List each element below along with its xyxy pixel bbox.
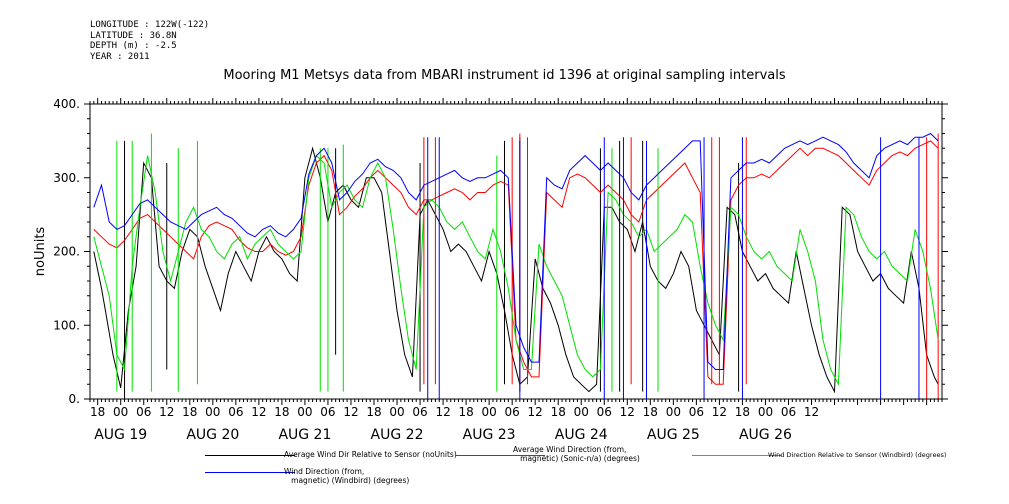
chart-title: Mooring M1 Metsys data from MBARI instru… [223, 68, 786, 83]
x-tick-label-17: 00 [481, 405, 496, 419]
x-tick-label-0: 18 [90, 405, 105, 419]
x-tick-label-12: 18 [366, 405, 381, 419]
latitude-label: LATITUDE : 36.8N [90, 30, 177, 41]
day-label-4: AUG 23 [463, 427, 516, 443]
legend-swatch-3 [205, 472, 295, 473]
x-tick-label-10: 06 [320, 405, 335, 419]
x-tick-label-14: 06 [412, 405, 427, 419]
x-tick-label-4: 18 [182, 405, 197, 419]
x-tick-label-30: 06 [781, 405, 796, 419]
x-tick-label-9: 00 [297, 405, 312, 419]
x-tick-label-2: 06 [136, 405, 151, 419]
day-label-3: AUG 22 [371, 427, 424, 443]
ticks-layer: 0. 100. 200. 300. 400. 18 00 06 12 18 00 06 12 18 00 06… [53, 97, 948, 443]
plot-frame [89, 103, 943, 400]
x-tick-label-1: 00 [113, 405, 128, 419]
depth-label: DEPTH (m) : -2.5 [90, 41, 177, 51]
x-tick-label-16: 18 [458, 405, 473, 419]
legend-item-2: Wind Direction Relative to Sensor (Windb… [768, 451, 947, 459]
x-tick-label-25: 00 [666, 405, 681, 419]
x-tick-label-18: 06 [505, 405, 520, 419]
day-label-2: AUG 21 [278, 427, 331, 443]
x-tick-label-8: 18 [274, 405, 289, 419]
series-layer [93, 132, 939, 399]
longitude-label: LONGITUDE : 122W(-122) [90, 20, 210, 30]
day-label-1: AUG 20 [186, 427, 239, 443]
x-tick-label-19: 12 [528, 405, 543, 419]
x-tick-label-15: 12 [435, 405, 450, 419]
x-tick-label-28: 18 [735, 405, 750, 419]
x-tick-label-26: 06 [689, 405, 704, 419]
x-tick-label-11: 12 [343, 405, 358, 419]
series-line-0 [93, 146, 939, 394]
x-tick-label-6: 06 [228, 405, 243, 419]
x-tick-label-31: 12 [804, 405, 819, 419]
legend-swatch-2 [692, 455, 782, 456]
x-tick-label-20: 18 [551, 405, 566, 419]
y-tick-label-1: 100. [53, 318, 80, 332]
legend-item-3: Wind Direction (from, magnetic) (Windbir… [284, 467, 410, 485]
year-label: YEAR : 2011 [90, 51, 150, 62]
y-tick-label-3: 300. [53, 171, 80, 185]
series-line-1 [93, 140, 939, 385]
x-tick-label-5: 00 [205, 405, 220, 419]
x-tick-label-7: 12 [251, 405, 266, 419]
y-axis-label: noUnits [33, 227, 48, 277]
legend-item-0: Average Wind Dir Relative to Sensor (noU… [284, 450, 457, 459]
x-tick-label-27: 12 [712, 405, 727, 419]
day-label-5: AUG 24 [555, 427, 608, 443]
x-tick-label-23: 12 [620, 405, 635, 419]
legend-item-1: Average Wind Direction (from, magnetic) … [513, 445, 640, 463]
metadata-block: LONGITUDE : 122W(-122) LATITUDE : 36.8N … [90, 20, 209, 62]
series-line-2 [93, 154, 939, 387]
x-tick-label-3: 12 [159, 405, 174, 419]
series-line-3 [93, 132, 939, 370]
legend-swatch-0 [205, 455, 295, 456]
y-tick-label-0: 0. [69, 392, 80, 406]
y-tick-label-4: 400. [53, 97, 80, 111]
day-label-7: AUG 26 [739, 427, 792, 443]
x-tick-label-13: 00 [389, 405, 404, 419]
day-label-0: AUG 19 [94, 427, 147, 443]
y-tick-label-2: 200. [53, 245, 80, 259]
day-label-6: AUG 25 [647, 427, 700, 443]
x-tick-label-22: 06 [597, 405, 612, 419]
x-tick-label-21: 00 [574, 405, 589, 419]
x-tick-label-29: 00 [758, 405, 773, 419]
legend-swatch-1 [455, 455, 545, 456]
x-tick-label-24: 18 [643, 405, 658, 419]
